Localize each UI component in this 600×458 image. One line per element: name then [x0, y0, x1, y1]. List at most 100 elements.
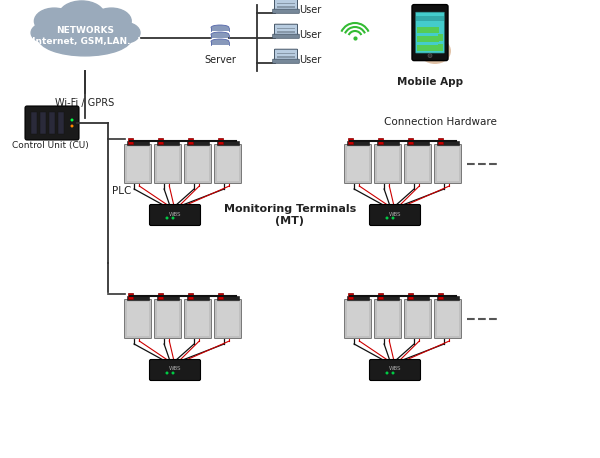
- Bar: [277, 27, 295, 29]
- Circle shape: [166, 371, 169, 375]
- Bar: [437, 147, 459, 181]
- Text: Connection Hardware: Connection Hardware: [383, 117, 496, 127]
- Bar: [417, 36, 439, 42]
- Bar: [277, 56, 295, 58]
- FancyBboxPatch shape: [185, 300, 212, 338]
- Circle shape: [71, 125, 74, 127]
- Bar: [437, 296, 459, 300]
- FancyBboxPatch shape: [275, 24, 298, 36]
- Bar: [277, 5, 295, 7]
- Text: Mobile App: Mobile App: [397, 77, 463, 87]
- Circle shape: [386, 371, 389, 375]
- FancyBboxPatch shape: [125, 300, 151, 338]
- Circle shape: [172, 371, 175, 375]
- FancyBboxPatch shape: [370, 205, 421, 225]
- Circle shape: [392, 371, 395, 375]
- Ellipse shape: [211, 32, 229, 37]
- Bar: [377, 147, 399, 181]
- Bar: [211, 42, 229, 45]
- Bar: [438, 138, 443, 144]
- Bar: [187, 141, 209, 145]
- Circle shape: [386, 217, 389, 219]
- Bar: [407, 141, 429, 145]
- Bar: [158, 138, 163, 144]
- Text: NETWORKS
(Internet, GSM,LAN...): NETWORKS (Internet, GSM,LAN...): [28, 26, 142, 46]
- Bar: [187, 302, 209, 336]
- Bar: [347, 147, 369, 181]
- Bar: [157, 147, 179, 181]
- FancyBboxPatch shape: [415, 12, 445, 53]
- FancyBboxPatch shape: [272, 59, 299, 63]
- Bar: [438, 44, 443, 50]
- Bar: [158, 293, 163, 299]
- Text: User: User: [299, 30, 321, 40]
- FancyBboxPatch shape: [275, 49, 298, 60]
- Bar: [377, 296, 399, 300]
- Bar: [157, 296, 179, 300]
- Bar: [127, 302, 149, 336]
- Bar: [347, 296, 369, 300]
- FancyBboxPatch shape: [215, 145, 241, 184]
- Circle shape: [428, 54, 432, 58]
- FancyBboxPatch shape: [404, 145, 431, 184]
- Bar: [437, 141, 459, 145]
- Bar: [416, 16, 444, 21]
- Bar: [408, 138, 413, 144]
- Bar: [128, 138, 133, 144]
- Bar: [277, 53, 295, 55]
- Bar: [437, 302, 459, 336]
- Bar: [217, 296, 239, 300]
- Bar: [378, 138, 383, 144]
- Bar: [218, 138, 223, 144]
- Bar: [348, 138, 353, 144]
- Bar: [417, 27, 439, 33]
- Ellipse shape: [211, 25, 229, 30]
- Bar: [127, 141, 149, 145]
- Bar: [127, 296, 149, 300]
- FancyBboxPatch shape: [149, 205, 200, 225]
- Bar: [377, 302, 399, 336]
- Ellipse shape: [92, 8, 131, 34]
- Ellipse shape: [211, 39, 229, 44]
- Bar: [348, 293, 353, 299]
- Bar: [157, 141, 179, 145]
- Bar: [407, 147, 429, 181]
- FancyBboxPatch shape: [125, 145, 151, 184]
- FancyBboxPatch shape: [370, 360, 421, 381]
- Bar: [31, 112, 37, 134]
- Ellipse shape: [31, 23, 60, 43]
- Text: Server: Server: [204, 55, 236, 65]
- Ellipse shape: [419, 38, 451, 64]
- Bar: [40, 112, 46, 134]
- Bar: [188, 293, 193, 299]
- Text: User: User: [299, 5, 321, 15]
- Bar: [218, 293, 223, 299]
- Circle shape: [392, 217, 395, 219]
- Text: WBS: WBS: [169, 366, 181, 371]
- Text: WBS: WBS: [169, 212, 181, 217]
- Text: Control Unit (CU): Control Unit (CU): [11, 141, 88, 150]
- FancyBboxPatch shape: [404, 300, 431, 338]
- Bar: [378, 293, 383, 299]
- FancyBboxPatch shape: [275, 0, 298, 11]
- Bar: [49, 112, 55, 134]
- Text: PLC: PLC: [112, 186, 131, 196]
- Circle shape: [166, 217, 169, 219]
- Ellipse shape: [59, 1, 105, 31]
- Bar: [417, 44, 439, 50]
- Bar: [347, 141, 369, 145]
- Bar: [347, 302, 369, 336]
- Bar: [407, 296, 429, 300]
- FancyBboxPatch shape: [272, 9, 299, 13]
- FancyBboxPatch shape: [25, 106, 79, 140]
- Bar: [188, 138, 193, 144]
- Text: Monitoring Terminals
(MT): Monitoring Terminals (MT): [224, 204, 356, 226]
- Bar: [438, 33, 443, 41]
- FancyBboxPatch shape: [374, 145, 401, 184]
- Bar: [211, 27, 229, 31]
- Text: Wi-Fi / GPRS: Wi-Fi / GPRS: [55, 98, 115, 108]
- FancyBboxPatch shape: [344, 145, 371, 184]
- Bar: [128, 293, 133, 299]
- Bar: [217, 147, 239, 181]
- Bar: [407, 302, 429, 336]
